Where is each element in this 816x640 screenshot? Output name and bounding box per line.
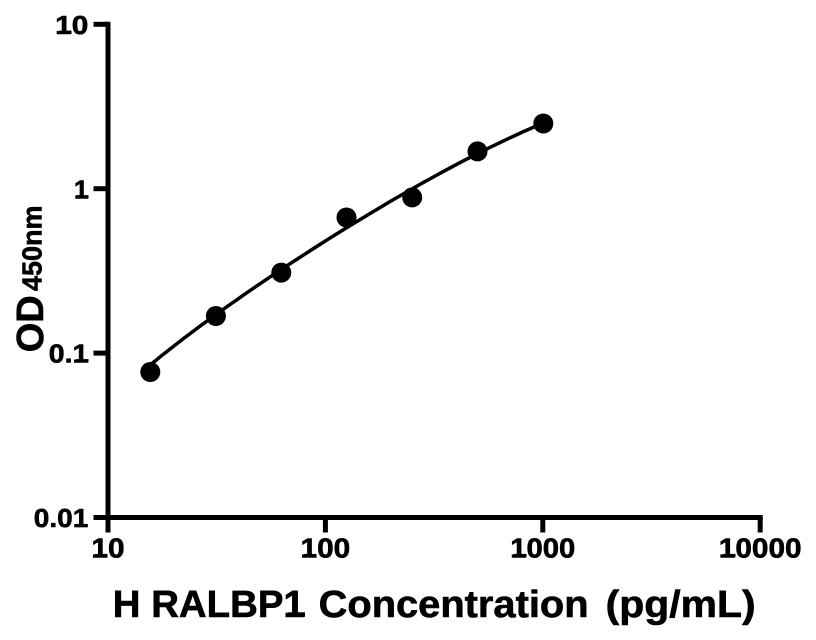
svg-text:100: 100: [301, 532, 351, 563]
svg-text:1000: 1000: [510, 532, 575, 563]
svg-text:0.01: 0.01: [34, 503, 89, 533]
svg-text:OD: OD: [10, 295, 52, 352]
svg-text:10: 10: [55, 10, 88, 40]
svg-text:Concentration: Concentration: [319, 584, 589, 626]
svg-text:450nm: 450nm: [17, 206, 48, 292]
svg-text:10000: 10000: [719, 532, 802, 563]
svg-text:(pg/mL): (pg/mL): [606, 584, 756, 626]
svg-text:1: 1: [74, 174, 88, 204]
svg-text:H RALBP1: H RALBP1: [113, 584, 305, 626]
svg-text:10: 10: [91, 532, 124, 563]
svg-text:0.1: 0.1: [49, 338, 89, 368]
